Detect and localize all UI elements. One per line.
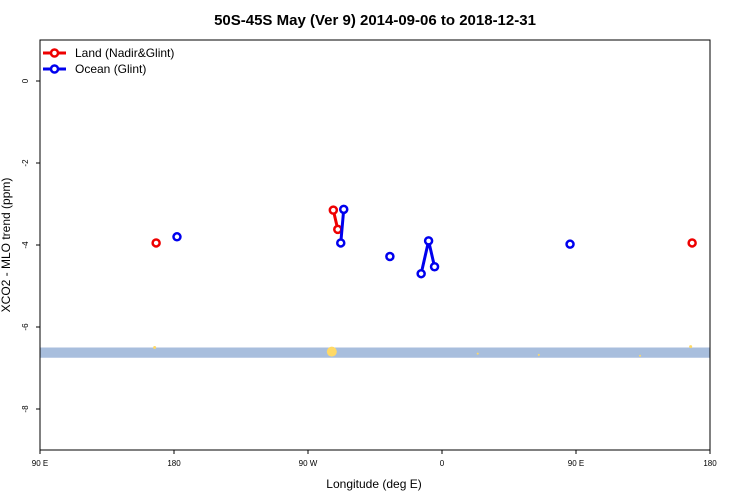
y-tick-label-4: -8 [21, 405, 30, 413]
marker-point-2 [476, 352, 479, 355]
marker-point-4 [537, 353, 540, 356]
series-1-point-3-0 [416, 268, 426, 279]
y-tick-label-0: 0 [21, 78, 30, 83]
series-1-point-4-0 [565, 239, 575, 249]
series-0 [151, 205, 697, 248]
series-0-point-2-0 [687, 238, 697, 248]
x-tick-label-1: 180 [167, 459, 181, 468]
series-1-line-1 [339, 209, 346, 244]
y-axis: 0 -2 -4 -6 -8 [21, 78, 40, 413]
marker-point-1 [326, 346, 337, 357]
y-axis-label: XCO2 - MLO trend (ppm) [0, 178, 13, 313]
y-tick-label-3: -6 [21, 323, 30, 331]
x-tick-label-5: 180 [703, 459, 717, 468]
band-rect [40, 347, 710, 358]
x-axis: 90 E 180 90 W 0 90 E 180 [32, 450, 717, 468]
series-0-point-1-1 [333, 224, 343, 235]
plot-frame [39, 39, 711, 451]
series-1-point-3-2 [429, 261, 440, 272]
chart-title: 50S-45S May (Ver 9) 2014-09-06 to 2018-1… [214, 12, 536, 29]
legend-marker-0 [49, 48, 60, 58]
legend: Land (Nadir&Glint) Ocean (Glint) [43, 46, 174, 76]
x-axis-label: Longitude (deg E) [326, 477, 421, 491]
x-tick-label-3: 0 [440, 459, 445, 468]
marker-point-5 [689, 345, 693, 349]
y-tick-label-1: -2 [21, 159, 30, 167]
marker-layer [153, 345, 693, 357]
legend-marker-1 [49, 64, 60, 74]
x-tick-label-0: 90 E [32, 459, 48, 468]
band-layer [40, 347, 710, 358]
x-tick-label-2: 90 W [299, 459, 318, 468]
series-1-point-1-1 [338, 204, 349, 215]
series-0-point-1-0 [328, 205, 339, 215]
series-1-point-2-0 [385, 251, 395, 262]
series-0-point-0-0 [151, 238, 161, 248]
legend-label-1: Ocean (Glint) [75, 62, 146, 76]
marker-point-3 [639, 354, 642, 357]
series-layer [151, 204, 697, 279]
series-1-point-0-0 [172, 232, 182, 242]
series-1-point-3-1 [423, 236, 434, 246]
series-1-point-1-0 [336, 238, 346, 248]
legend-label-0: Land (Nadir&Glint) [75, 46, 174, 60]
series-1 [172, 204, 575, 279]
x-tick-label-4: 90 E [568, 459, 584, 468]
marker-point-0 [153, 346, 157, 349]
y-tick-label-2: -4 [21, 241, 30, 249]
